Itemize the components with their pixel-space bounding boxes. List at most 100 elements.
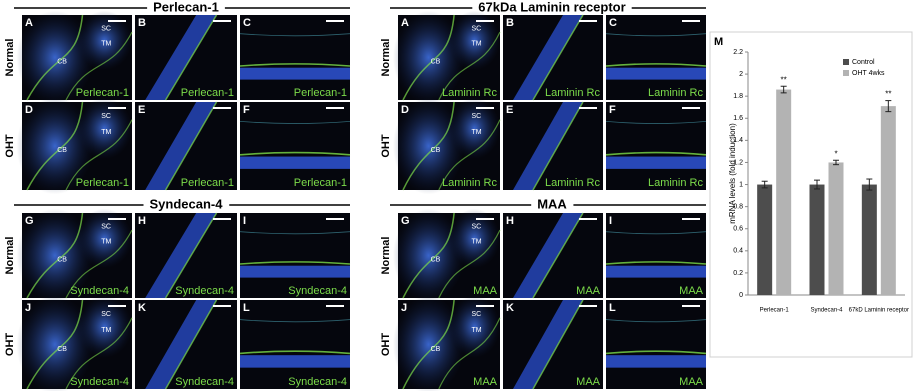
legend-label: OHT 4wks [852, 70, 885, 77]
panel: A Laminin Rc SC TM CB [392, 10, 501, 105]
panel-caption: MAA [473, 285, 498, 297]
structure-label: CB [57, 147, 67, 154]
tissue-edge [402, 299, 455, 390]
tissue [77, 295, 132, 358]
structure-label: SC [471, 223, 481, 230]
tissue [606, 67, 706, 80]
significance-label: ** [885, 90, 891, 99]
structure-label: SC [471, 113, 481, 120]
row-label: Normal [380, 39, 392, 77]
panel-letter: J [25, 302, 31, 314]
y-tick-label: 1.8 [733, 93, 743, 100]
structure-label: TM [471, 327, 481, 334]
tissue [392, 10, 465, 105]
x-tick-label: Perlecan-1 [760, 308, 790, 314]
tissue [449, 10, 500, 71]
structure-label: SC [101, 113, 111, 120]
error-bar [885, 100, 892, 113]
tissue [513, 213, 583, 298]
y-tick-label: 1 [739, 181, 743, 188]
structure-label: CB [57, 59, 67, 66]
structure-label: TM [471, 129, 481, 136]
panel: F Perlecan-1 [239, 102, 351, 190]
error-bar [866, 178, 873, 191]
panel: C Laminin Rc [605, 15, 707, 100]
panel-caption: Perlecan-1 [294, 87, 347, 99]
tissue-edge [26, 14, 84, 101]
tissue [77, 208, 132, 269]
panel: H Syndecan-4 [135, 212, 237, 299]
tissue-edge [239, 350, 351, 355]
panel-caption: Laminin Rc [648, 177, 704, 189]
panel-letter: B [506, 17, 514, 29]
structure-label: CB [57, 257, 67, 264]
panel-letter: D [25, 104, 33, 116]
bar [828, 162, 844, 295]
significance-label: * [834, 149, 837, 158]
bar [757, 184, 773, 295]
panel-caption: Syndecan-4 [175, 376, 234, 388]
tissue [449, 208, 500, 269]
panel-letter: D [401, 104, 409, 116]
y-tick-label: 0.2 [733, 270, 743, 277]
panel-caption: MAA [473, 376, 498, 388]
tissue-edge [239, 151, 351, 156]
tissue-edge [65, 119, 133, 191]
bar [861, 184, 877, 295]
micrograph [606, 15, 706, 100]
legend-label: Control [852, 59, 875, 66]
tissue [77, 97, 132, 160]
y-tick-label: 0 [739, 292, 743, 299]
title-backdrop [531, 196, 574, 212]
tissue-edge [605, 63, 707, 67]
structure-label: SC [101, 311, 111, 318]
tissue-edge [438, 31, 501, 101]
panel: K MAA [503, 299, 603, 390]
tissue [513, 300, 583, 389]
tissue-edge [605, 151, 707, 156]
row-label: Normal [380, 237, 392, 275]
panel: B Perlecan-1 [135, 14, 237, 101]
micrograph [606, 300, 706, 389]
y-tick-label: 1.2 [733, 159, 743, 166]
panel-letter: C [243, 17, 251, 29]
structure-label: CB [57, 346, 67, 353]
structure-label: CB [431, 147, 441, 154]
panel-letter: K [506, 302, 514, 314]
y-tick-label: 2 [739, 71, 743, 78]
y-axis-label: mRNA levels (fold induction) [728, 123, 737, 224]
structure-label: TM [101, 239, 111, 246]
structure-label: SC [101, 25, 111, 32]
structure-label: CB [431, 346, 441, 353]
title-backdrop [147, 0, 225, 15]
x-tick-label: Syndecan-4 [810, 308, 843, 314]
error-bar [814, 179, 820, 190]
tissue [16, 295, 94, 391]
panel: G Syndecan-4 SC TM CB [16, 208, 133, 303]
panel: J Syndecan-4 SC TM CB [16, 295, 133, 391]
legend-swatch [843, 59, 849, 65]
panel: B Laminin Rc [503, 14, 603, 101]
tissue-edge [402, 101, 455, 191]
section-title: Syndecan-4 [150, 196, 224, 211]
micrograph [240, 102, 350, 190]
tissue [240, 265, 350, 278]
section-title: MAA [537, 196, 567, 211]
structure-label: SC [471, 25, 481, 32]
panel: D Perlecan-1 SC TM CB [16, 97, 133, 195]
tissue-edge [438, 119, 501, 191]
tissue [449, 97, 500, 160]
tissue-edge [26, 101, 84, 191]
error-bar [761, 180, 768, 189]
structure-label: TM [471, 41, 481, 48]
tissue-edge [438, 229, 501, 299]
micrograph [240, 15, 350, 100]
panel-caption: Perlecan-1 [294, 177, 347, 189]
tissue-edge [532, 14, 584, 101]
micrograph [240, 300, 350, 389]
tissue [240, 67, 350, 80]
panel-caption: Perlecan-1 [76, 87, 129, 99]
panel-caption: Syndecan-4 [175, 285, 234, 297]
panel-letter: M [714, 36, 723, 48]
tissue-edge [605, 261, 707, 265]
